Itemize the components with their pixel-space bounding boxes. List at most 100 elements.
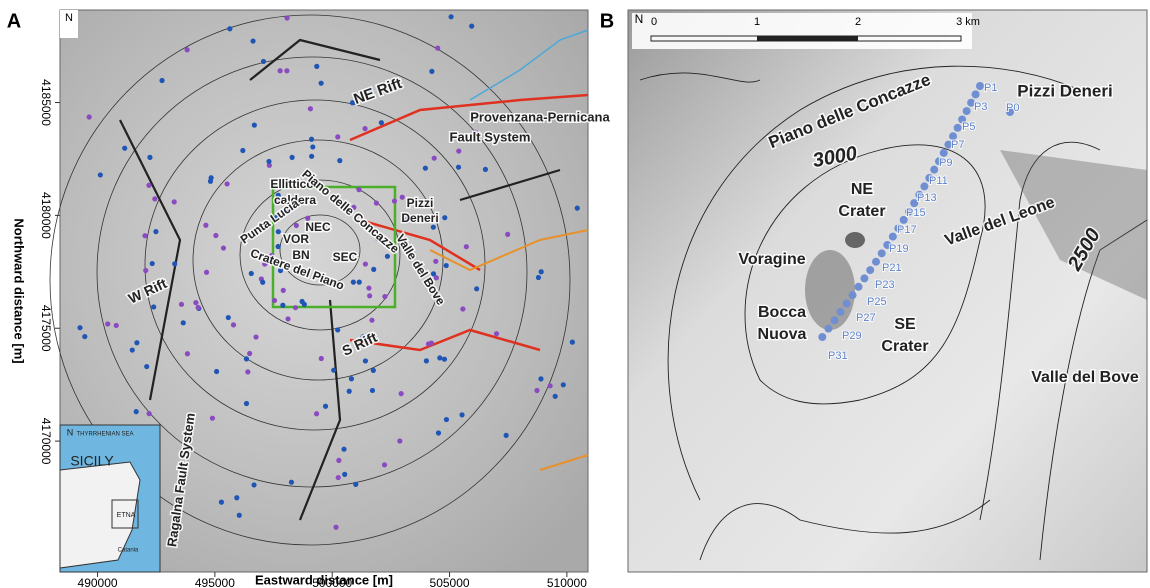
scale-label: 0 [651, 16, 657, 28]
vent [448, 14, 453, 19]
vent [371, 267, 376, 272]
vent [227, 26, 232, 31]
vent [234, 495, 239, 500]
vent [382, 294, 387, 299]
map-label: Nuova [758, 326, 807, 343]
map-label: NEC [305, 220, 331, 234]
vent [87, 114, 92, 119]
vent [244, 401, 249, 406]
vent [397, 438, 402, 443]
vent [142, 233, 147, 238]
vent [214, 369, 219, 374]
vent [196, 305, 201, 310]
profile-point [866, 266, 874, 274]
profile-point [889, 233, 897, 241]
vent [429, 69, 434, 74]
x-tick-label: 510000 [547, 576, 587, 588]
vent [341, 447, 346, 452]
vent [442, 215, 447, 220]
vent [237, 513, 242, 518]
vent [337, 158, 342, 163]
vent [570, 340, 575, 345]
vent [172, 261, 177, 266]
vent [153, 229, 158, 234]
inset-label: Catania [118, 548, 139, 554]
vent [474, 286, 479, 291]
vent [151, 304, 156, 309]
vent [275, 244, 280, 249]
vent [356, 187, 361, 192]
profile-point [830, 316, 838, 324]
point-label: P27 [856, 312, 876, 324]
vent [336, 475, 341, 480]
vent [456, 148, 461, 153]
y-axis-title: Northward distance [m] [12, 218, 27, 363]
map-label: NE [851, 181, 874, 198]
vent [152, 196, 157, 201]
vent [335, 134, 340, 139]
vent [144, 364, 149, 369]
vent [208, 179, 213, 184]
vent [272, 298, 277, 303]
inset-label: THYRRHENIAN SEA [76, 432, 133, 438]
vent [385, 254, 390, 259]
vent [294, 223, 299, 228]
vent [130, 347, 135, 352]
vent [280, 303, 285, 308]
profile-point [920, 182, 928, 190]
profile-point [940, 149, 948, 157]
profile-point [818, 333, 826, 341]
vent [363, 358, 368, 363]
scale-label: 3 km [956, 16, 980, 28]
map-label: Provenzana-Pernicana [470, 109, 610, 124]
inset-label: N [67, 427, 74, 437]
vent [240, 148, 245, 153]
vent [224, 181, 229, 186]
vent [147, 411, 152, 416]
vent [143, 268, 148, 273]
vent [146, 183, 151, 188]
map-label: Crater [881, 338, 928, 355]
point-label: P31 [828, 350, 848, 362]
vent [251, 482, 256, 487]
vent [459, 412, 464, 417]
profile-point [837, 308, 845, 316]
profile-point [860, 274, 868, 282]
vent [431, 225, 436, 230]
vent [159, 78, 164, 83]
vent [77, 325, 82, 330]
point-label: P0 [1006, 102, 1019, 114]
vent [436, 430, 441, 435]
vent [179, 302, 184, 307]
vent [534, 388, 539, 393]
point-label: P17 [897, 224, 917, 236]
profile-point [872, 258, 880, 266]
vent [98, 172, 103, 177]
vent [548, 383, 553, 388]
vent [310, 144, 315, 149]
vent [319, 356, 324, 361]
profile-point [930, 166, 938, 174]
point-label: P13 [917, 192, 937, 204]
point-label: P7 [951, 139, 964, 151]
map-label: SE [894, 316, 916, 333]
vent [314, 411, 319, 416]
panel-letter: A [7, 10, 21, 32]
vent [351, 280, 356, 285]
vent [293, 305, 298, 310]
vent [357, 280, 362, 285]
profile-point [954, 124, 962, 132]
point-label: P25 [867, 296, 887, 308]
vent [284, 68, 289, 73]
map-label: SEC [333, 250, 358, 264]
vent [382, 462, 387, 467]
vent [278, 68, 283, 73]
vent [203, 223, 208, 228]
vent [399, 391, 404, 396]
vent [213, 233, 218, 238]
map-label: Deneri [401, 211, 438, 225]
vent [370, 388, 375, 393]
vent [444, 263, 449, 268]
y-tick-label: 4170000 [39, 418, 53, 465]
vent [379, 120, 384, 125]
